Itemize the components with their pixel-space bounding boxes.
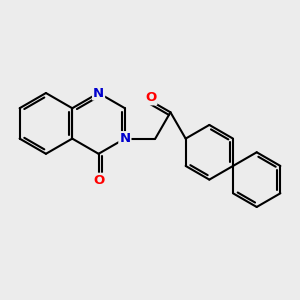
- Text: N: N: [119, 132, 130, 145]
- Text: N: N: [93, 86, 104, 100]
- Text: O: O: [145, 92, 156, 104]
- Text: O: O: [93, 174, 104, 187]
